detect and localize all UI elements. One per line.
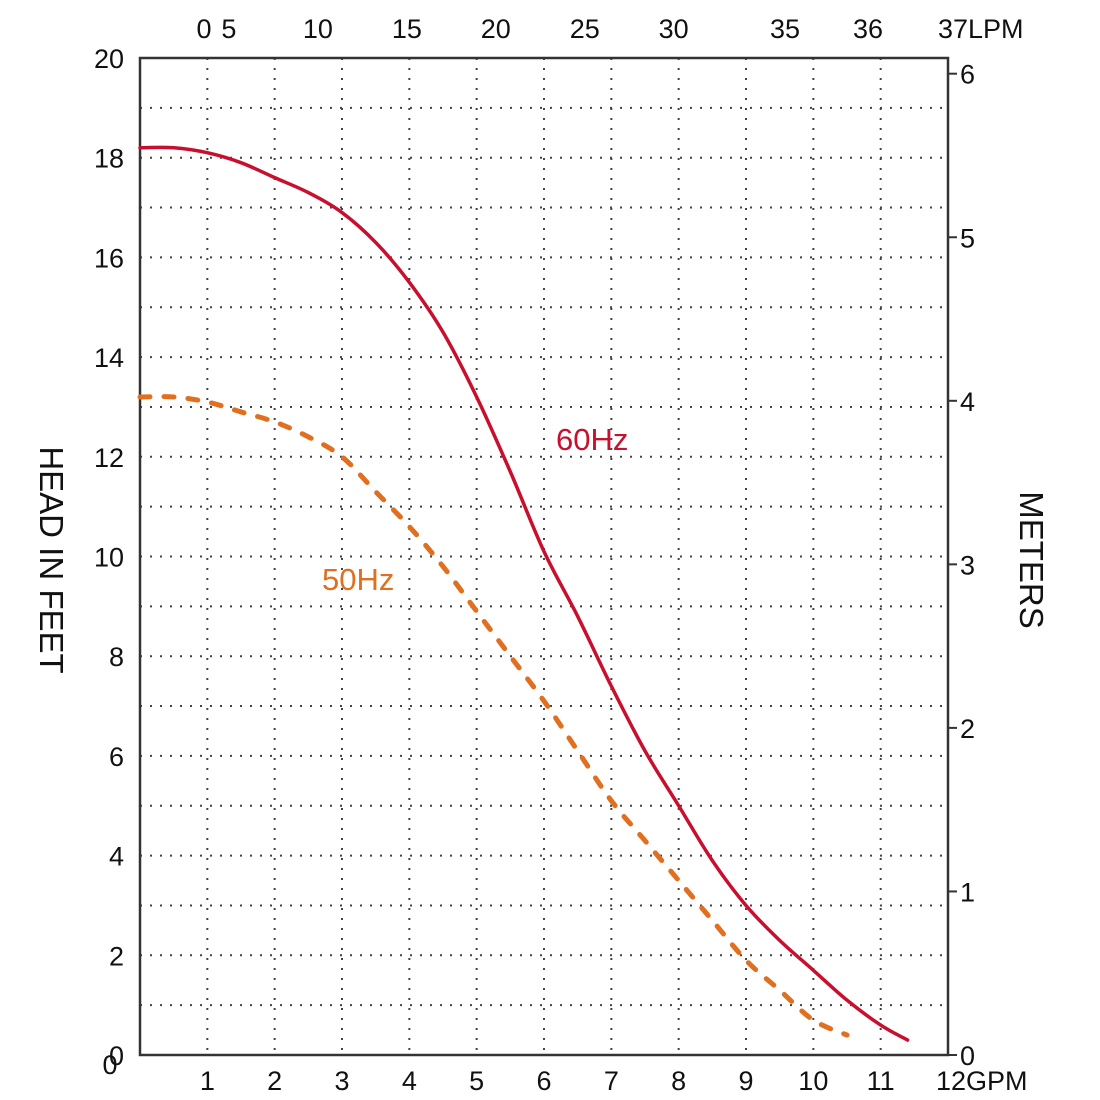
bottom-tick-label: 11 (867, 1066, 895, 1096)
top-tick-label: 15 (392, 14, 422, 44)
left-tick-label: 10 (94, 543, 124, 573)
series-label-50hz: 50Hz (322, 562, 394, 597)
bottom-tick-label: 3 (334, 1066, 349, 1096)
bottom-axis-tick-labels: 1 2 3 4 5 6 7 8 9 10 11 12GPM 0 (102, 1050, 1027, 1096)
right-tick-label: 5 (960, 223, 975, 253)
left-tick-label: 16 (94, 243, 124, 273)
left-tick-label: 20 (94, 44, 124, 74)
series-line-60hz (138, 145, 910, 1042)
top-tick-label: 25 (570, 14, 600, 44)
top-tick-label: 0 (196, 14, 211, 44)
bottom-tick-label: 6 (536, 1066, 551, 1096)
bottom-tick-label: 2 (267, 1066, 282, 1096)
top-tick-label: 37LPM (938, 14, 1024, 44)
left-axis-tick-labels: 0 2 4 6 8 10 12 14 16 18 20 (94, 44, 124, 1071)
bottom-tick-label: 8 (671, 1066, 686, 1096)
bottom-tick-label: 12GPM (936, 1066, 1028, 1096)
left-tick-label: 0 (109, 1041, 124, 1071)
series-line-50hz (137, 394, 850, 1038)
top-tick-label: 30 (659, 14, 689, 44)
left-tick-label: 2 (109, 941, 124, 971)
origin-label: 0 (102, 1050, 117, 1080)
top-tick-label: 5 (221, 14, 236, 44)
plot-area-frame (138, 56, 950, 1057)
series-lines (137, 145, 910, 1042)
top-tick-label: 35 (770, 14, 800, 44)
bottom-tick-label: 5 (469, 1066, 484, 1096)
grid-lines (140, 58, 948, 1055)
right-axis-tick-labels: 0 1 2 3 4 5 6 (948, 60, 975, 1071)
left-tick-label: 12 (94, 443, 124, 473)
top-axis-tick-labels: 0 5 10 15 20 25 30 35 36 37LPM (196, 14, 1023, 44)
right-tick-label: 4 (960, 387, 975, 417)
right-tick-label: 0 (960, 1041, 975, 1071)
left-tick-label: 6 (109, 742, 124, 772)
left-tick-label: 18 (94, 144, 124, 174)
left-tick-label: 8 (109, 642, 124, 672)
left-axis-title: HEAD IN FEET (33, 446, 70, 673)
top-tick-label: 10 (303, 14, 333, 44)
left-tick-label: 4 (109, 842, 124, 872)
top-tick-label: 36 (853, 14, 883, 44)
right-tick-label: 1 (960, 877, 975, 907)
bottom-tick-label: 7 (604, 1066, 619, 1096)
right-tick-label: 6 (960, 60, 975, 90)
right-axis-title: METERS (1013, 491, 1050, 629)
series-label-60hz: 60Hz (556, 422, 628, 457)
top-tick-label: 20 (481, 14, 511, 44)
bottom-tick-label: 4 (402, 1066, 417, 1096)
bottom-tick-label: 9 (738, 1066, 753, 1096)
bottom-tick-label: 10 (798, 1066, 828, 1096)
bottom-tick-label: 1 (200, 1066, 215, 1096)
right-tick-label: 3 (960, 550, 975, 580)
right-tick-label: 2 (960, 714, 975, 744)
left-tick-label: 14 (94, 343, 124, 373)
